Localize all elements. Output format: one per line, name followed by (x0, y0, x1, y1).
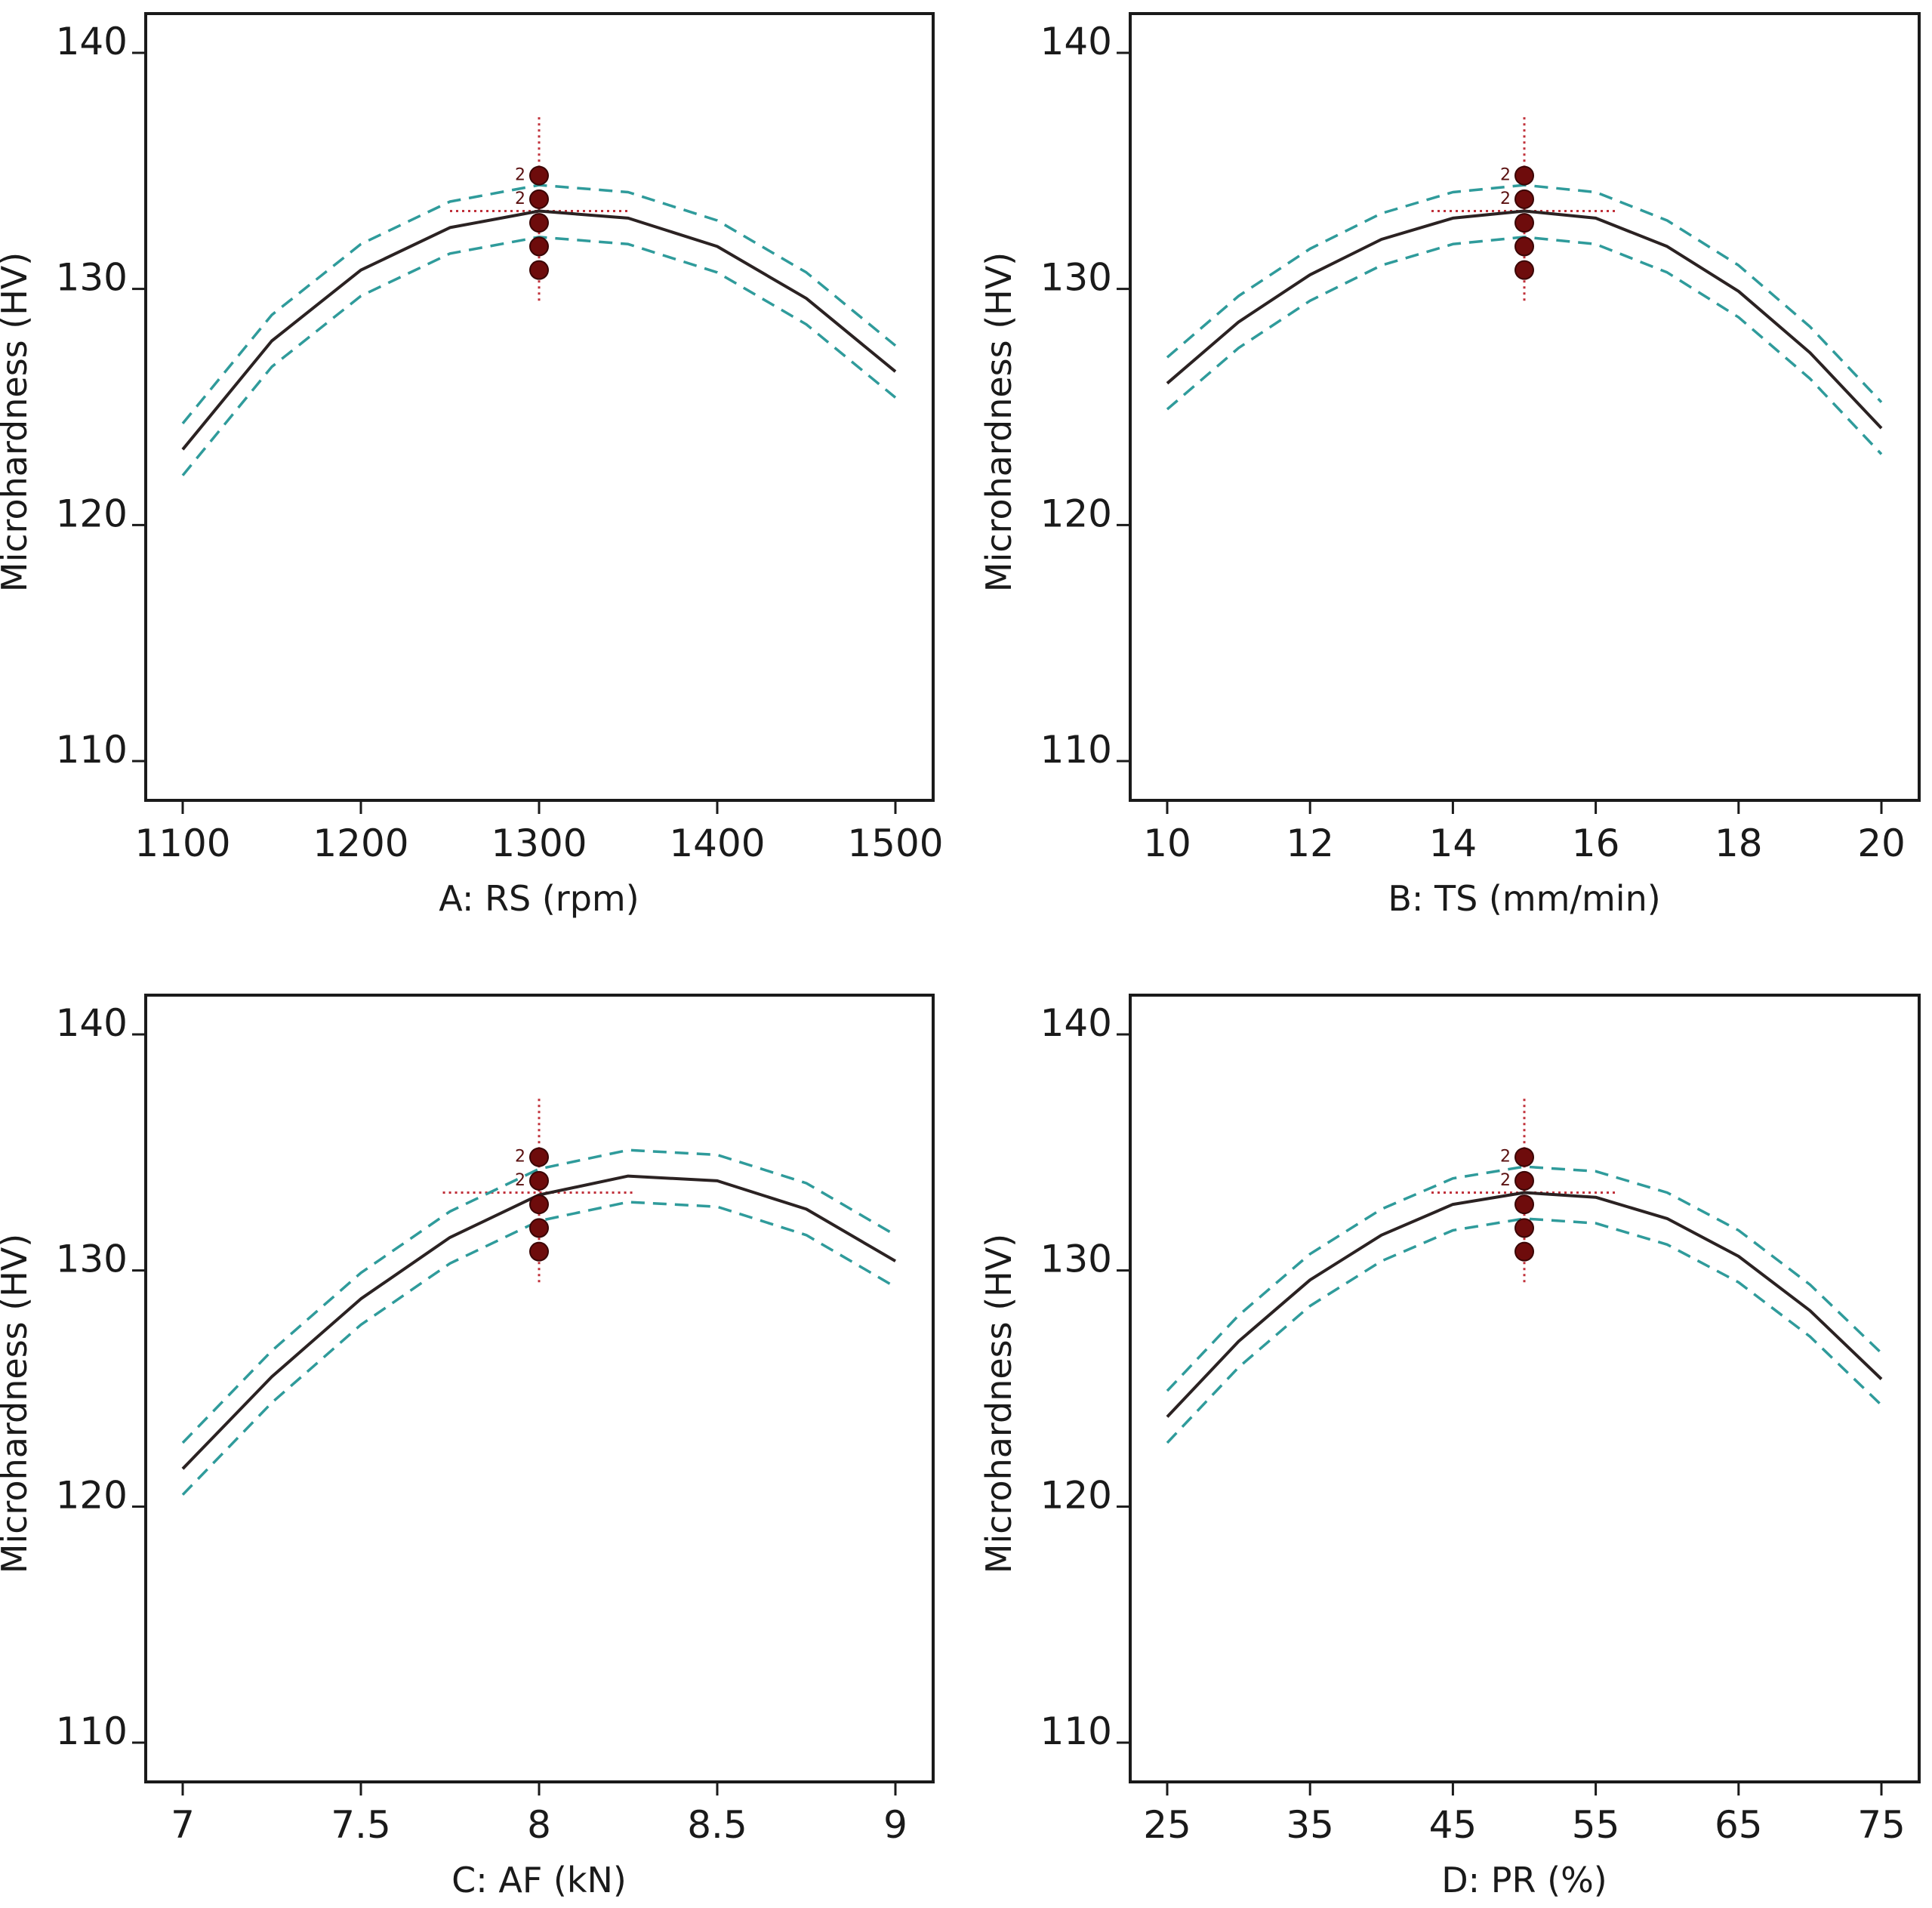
design-point (529, 189, 549, 209)
x-tick-label: 1500 (847, 821, 943, 865)
plot-frame (144, 12, 935, 802)
y-tick-label: 140 (56, 20, 128, 63)
x-tick-label: 75 (1857, 1803, 1906, 1847)
plot-frame (1129, 994, 1921, 1783)
prediction-line (181, 209, 897, 451)
y-tick-label: 130 (1040, 256, 1112, 300)
x-tick-label: 8 (527, 1803, 551, 1847)
replicate-count-label: 2 (515, 190, 525, 208)
x-axis-title: B: TS (mm/min) (1388, 878, 1660, 919)
x-tick-label: 12 (1286, 821, 1334, 865)
chart-panel-2: 110 120 130 140 10 12 14 16 18 20 B: TS (mm/min) Mi… (978, 12, 1921, 919)
design-point (529, 1241, 549, 1262)
replicate-count-label: 2 (515, 1148, 525, 1167)
chart-panel-4: 110 120 130 140 25 35 45 55 65 75 D: PR (%) Microha… (978, 994, 1921, 1900)
x-tick-label: 1400 (669, 821, 765, 865)
x-tick-label: 10 (1143, 821, 1191, 865)
y-axis-title: Microhardness (HV) (0, 1234, 35, 1574)
design-point (1514, 1170, 1534, 1191)
x-tick-label: 14 (1429, 821, 1478, 865)
x-tick-label: 7.5 (331, 1803, 391, 1847)
design-point (529, 1194, 549, 1215)
x-tick-label: 7 (171, 1803, 195, 1847)
design-point (529, 1147, 549, 1167)
x-tick-label: 1100 (134, 821, 230, 865)
design-point (1514, 260, 1534, 280)
x-tick-label: 45 (1429, 1803, 1478, 1847)
lower-band-line (1166, 1217, 1883, 1444)
design-point (1514, 1194, 1534, 1215)
x-tick-label: 25 (1143, 1803, 1191, 1847)
design-point (1514, 213, 1534, 233)
y-tick-label: 110 (56, 728, 128, 772)
design-point (529, 236, 549, 257)
y-tick-label: 120 (1040, 492, 1112, 535)
design-point (1514, 1218, 1534, 1238)
y-axis-title: Microhardness (HV) (978, 252, 1019, 592)
chart-panel-1: 110 120 130 140 1100 1200 1300 1400 1500 A: RS (r… (0, 12, 944, 919)
y-axis-title: Microhardness (HV) (0, 252, 35, 592)
design-point (529, 213, 549, 233)
x-tick-label: 18 (1715, 821, 1763, 865)
replicate-count-label: 2 (1500, 1171, 1511, 1190)
prediction-line (1166, 1191, 1883, 1418)
x-tick-label: 16 (1572, 821, 1620, 865)
y-tick-label: 110 (1040, 728, 1112, 772)
design-point (529, 1218, 549, 1238)
upper-band-line (1166, 1165, 1883, 1392)
y-tick-label: 140 (1040, 1001, 1112, 1045)
design-point (529, 1170, 549, 1191)
design-point (1514, 189, 1534, 209)
y-tick-label: 140 (56, 1001, 128, 1045)
replicate-count-label: 2 (1500, 190, 1511, 208)
design-point (1514, 236, 1534, 257)
plot-frame (144, 994, 935, 1783)
x-tick-label: 20 (1857, 821, 1906, 865)
x-tick-label: 65 (1715, 1803, 1763, 1847)
replicate-count-label: 2 (1500, 1148, 1511, 1167)
prediction-line (1166, 209, 1883, 430)
replicate-count-label: 2 (1500, 166, 1511, 185)
y-tick-label: 110 (56, 1709, 128, 1753)
design-point (1514, 165, 1534, 186)
design-point (529, 260, 549, 280)
replicate-count-label: 2 (515, 1171, 525, 1190)
chart-panel-3: 110 120 130 140 7 7.5 8 8.5 9 C: AF (kN) Microhard… (0, 994, 935, 1900)
plot-frame (1129, 12, 1921, 802)
design-point (529, 165, 549, 186)
x-axis-title: D: PR (%) (1441, 1860, 1607, 1900)
x-axis-title: A: RS (rpm) (439, 878, 639, 919)
design-point (1514, 1241, 1534, 1262)
design-point (1514, 1147, 1534, 1167)
x-tick-label: 35 (1286, 1803, 1334, 1847)
x-tick-label: 8.5 (687, 1803, 747, 1847)
y-tick-label: 120 (1040, 1473, 1112, 1517)
x-tick-label: 1300 (491, 821, 587, 865)
x-tick-label: 1200 (313, 821, 408, 865)
x-tick-label: 9 (883, 1803, 907, 1847)
replicate-count-label: 2 (515, 166, 525, 185)
x-tick-label: 55 (1572, 1803, 1620, 1847)
y-tick-label: 110 (1040, 1709, 1112, 1753)
y-axis-title: Microhardness (HV) (978, 1234, 1019, 1574)
y-tick-label: 140 (1040, 20, 1112, 63)
y-tick-label: 120 (56, 1473, 128, 1517)
y-tick-label: 130 (56, 256, 128, 300)
y-tick-label: 120 (56, 492, 128, 535)
y-tick-label: 130 (56, 1238, 128, 1281)
y-tick-label: 130 (1040, 1238, 1112, 1281)
x-axis-title: C: AF (kN) (451, 1860, 627, 1900)
